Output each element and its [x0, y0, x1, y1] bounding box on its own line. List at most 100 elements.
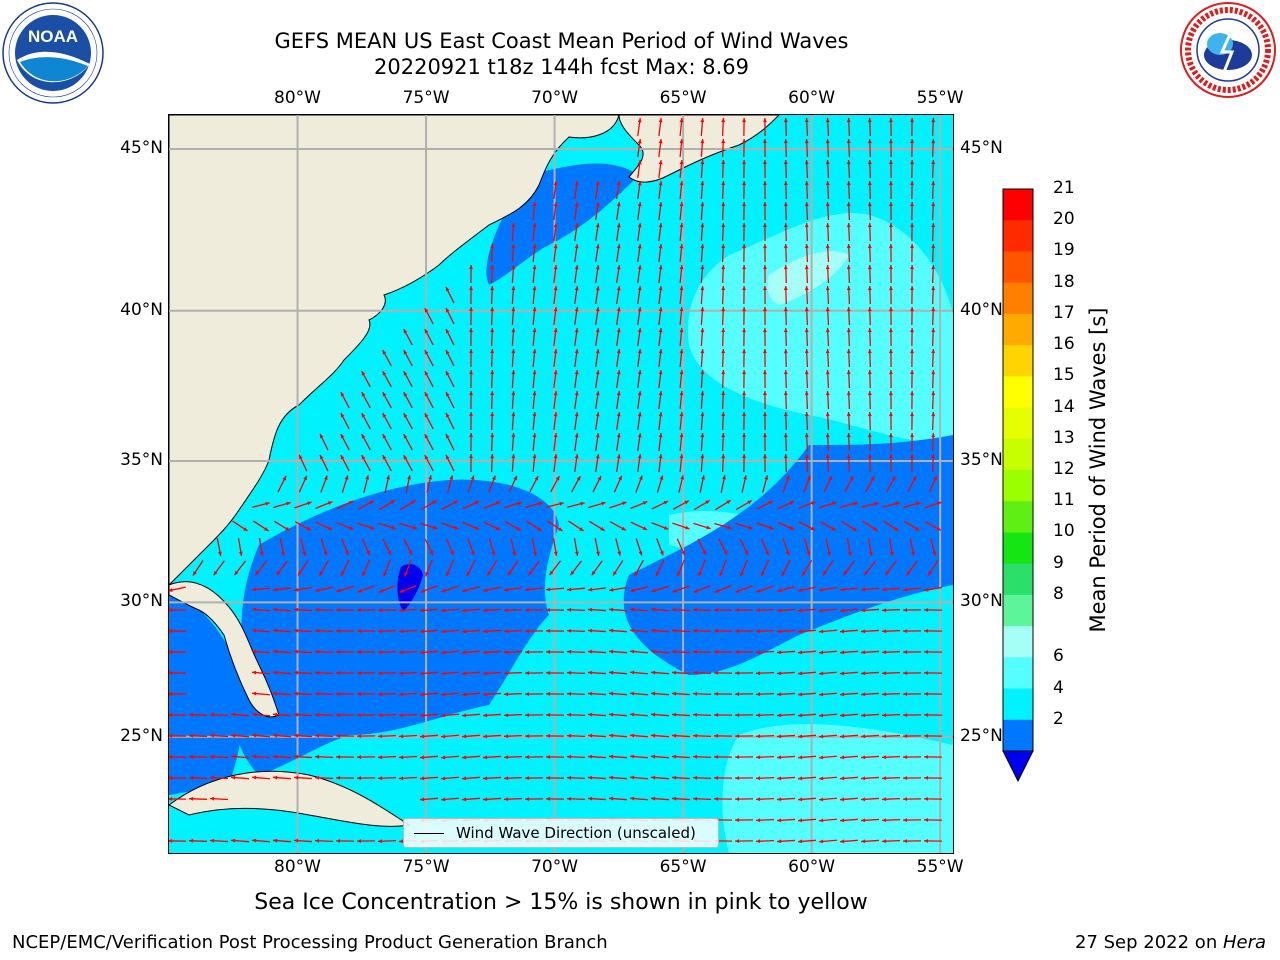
- wave-direction-arrowhead: [825, 244, 830, 249]
- colorbar-tick-label: 15: [1053, 365, 1075, 386]
- wave-direction-arrowhead: [532, 454, 537, 459]
- wave-direction-arrowhead: [546, 733, 551, 738]
- colorbar-extend-triangle: [1002, 750, 1034, 783]
- wave-direction-arrowhead: [490, 370, 495, 375]
- wave-direction-arrowhead: [756, 588, 761, 593]
- wave-direction-arrowhead: [630, 628, 635, 633]
- wave-direction-arrowhead: [344, 550, 349, 556]
- wave-direction-arrowhead: [882, 755, 887, 760]
- wave-direction-arrowhead: [378, 839, 383, 844]
- wave-direction-arrowhead: [483, 671, 488, 676]
- wave-direction-arrowhead: [810, 526, 816, 531]
- wave-direction-arrowhead: [483, 608, 488, 613]
- wave-direction-arrowhead: [846, 391, 851, 396]
- wave-direction-arrowhead: [769, 525, 774, 530]
- lon-tick-top: 70°W: [531, 88, 579, 108]
- wave-direction-arrowhead: [819, 587, 824, 592]
- wave-direction-arrowhead: [255, 570, 260, 576]
- wave-direction-arrowhead: [765, 550, 769, 556]
- wave-direction-arrowhead: [804, 181, 809, 186]
- colorbar-tick-label: 13: [1053, 427, 1075, 448]
- wave-direction-arrowhead: [323, 551, 328, 556]
- wave-direction-arrowhead: [768, 500, 773, 505]
- wave-direction-arrowhead: [903, 734, 908, 739]
- wave-direction-arrowhead: [672, 588, 678, 593]
- wave-direction-arrowhead: [706, 525, 711, 530]
- wave-direction-arrowhead: [588, 691, 593, 696]
- wave-direction-arrowhead: [424, 392, 429, 397]
- wave-direction-arrowhead: [315, 588, 320, 593]
- wave-direction-arrowhead: [651, 607, 656, 612]
- wave-direction-arrowhead: [630, 712, 635, 717]
- colorbar-swatch: [1003, 407, 1033, 440]
- colorbar-swatch: [1003, 220, 1033, 252]
- wave-direction-arrowhead: [294, 838, 299, 843]
- wave-direction-arrowhead: [825, 181, 830, 186]
- wave-direction-arrowhead: [574, 391, 579, 396]
- wave-direction-arrowhead: [525, 713, 530, 718]
- wave-direction-arrowhead: [238, 551, 243, 556]
- wave-direction-arrowhead: [445, 328, 450, 334]
- lon-tick-bottom: 60°W: [788, 857, 836, 877]
- wave-direction-arrowhead: [679, 265, 684, 270]
- wave-direction-arrowhead: [340, 413, 345, 418]
- wave-direction-arrowhead: [591, 570, 596, 576]
- wave-direction-arrowhead: [777, 692, 782, 697]
- wave-direction-arrowhead: [714, 607, 719, 612]
- wave-direction-arrowhead: [616, 223, 621, 228]
- noaa-logo-text: NOAA: [28, 27, 78, 46]
- wave-direction-arrowhead: [931, 412, 936, 417]
- wave-direction-arrowhead: [798, 818, 803, 823]
- wave-direction-arrowhead: [462, 755, 467, 760]
- wave-direction-arrowhead: [798, 797, 803, 802]
- wave-direction-arrowhead: [679, 307, 684, 312]
- wave-direction-arrowhead: [231, 754, 236, 759]
- wave-direction-arrowhead: [924, 712, 929, 717]
- wave-direction-arrowhead: [756, 713, 761, 718]
- wave-direction-arrowhead: [630, 733, 635, 738]
- wave-direction-arrowhead: [819, 692, 824, 697]
- wave-direction-arrowhead: [931, 265, 936, 270]
- wave-direction-arrowhead: [567, 754, 572, 759]
- chart-subtitle: 20220921 t18z 144h fcst Max: 8.69: [374, 55, 749, 79]
- wave-direction-arrowhead: [888, 412, 893, 417]
- wave-direction-arrowhead: [700, 349, 705, 354]
- wave-direction-arrowhead: [888, 139, 893, 144]
- wave-direction-arrowhead: [825, 118, 830, 123]
- wave-direction-arrowhead: [861, 734, 866, 739]
- wave-direction-arrowhead: [408, 550, 413, 556]
- wave-direction-arrowhead: [252, 691, 257, 696]
- wave-direction-arrowhead: [843, 570, 848, 576]
- wave-direction-arrowhead: [596, 551, 600, 556]
- wave-direction-arrowhead: [777, 839, 782, 844]
- wave-direction-arrowhead: [840, 818, 845, 823]
- wave-direction-arrowhead: [169, 588, 173, 592]
- wave-direction-arrowhead: [722, 475, 726, 480]
- wave-direction-arrowhead: [553, 454, 558, 459]
- lon-tick-bottom: 70°W: [531, 857, 579, 877]
- wave-direction-arrowhead: [825, 391, 830, 396]
- wave-direction-arrowhead: [721, 181, 726, 186]
- wave-direction-arrowhead: [700, 202, 705, 207]
- wave-direction-arrowhead: [742, 454, 747, 459]
- wave-direction-arrowhead: [366, 550, 370, 556]
- wave-direction-arrowhead: [252, 712, 257, 717]
- wave-direction-arrowhead: [588, 733, 593, 738]
- wave-direction-arrowhead: [637, 391, 642, 396]
- legend-label: Wind Wave Direction (unscaled): [456, 824, 696, 842]
- period-2-4-region-3: [169, 585, 244, 795]
- wave-direction-arrowhead: [783, 286, 788, 291]
- wave-direction-arrowhead: [169, 838, 173, 843]
- wave-direction-arrowhead: [378, 713, 383, 718]
- wave-direction-arrowhead: [231, 712, 236, 717]
- wave-direction-arrowhead: [189, 712, 194, 717]
- wave-direction-arrowhead: [504, 650, 509, 655]
- wave-direction-arrowhead: [742, 118, 747, 123]
- lon-tick-bottom: 55°W: [916, 857, 964, 877]
- wave-direction-arrowhead: [651, 628, 656, 633]
- wave-direction-arrowhead: [903, 608, 908, 613]
- wave-direction-arrowhead: [504, 713, 509, 718]
- wave-direction-arrowhead: [511, 328, 516, 333]
- wave-direction-arrowhead: [867, 454, 872, 459]
- wave-direction-arrowhead: [861, 713, 866, 718]
